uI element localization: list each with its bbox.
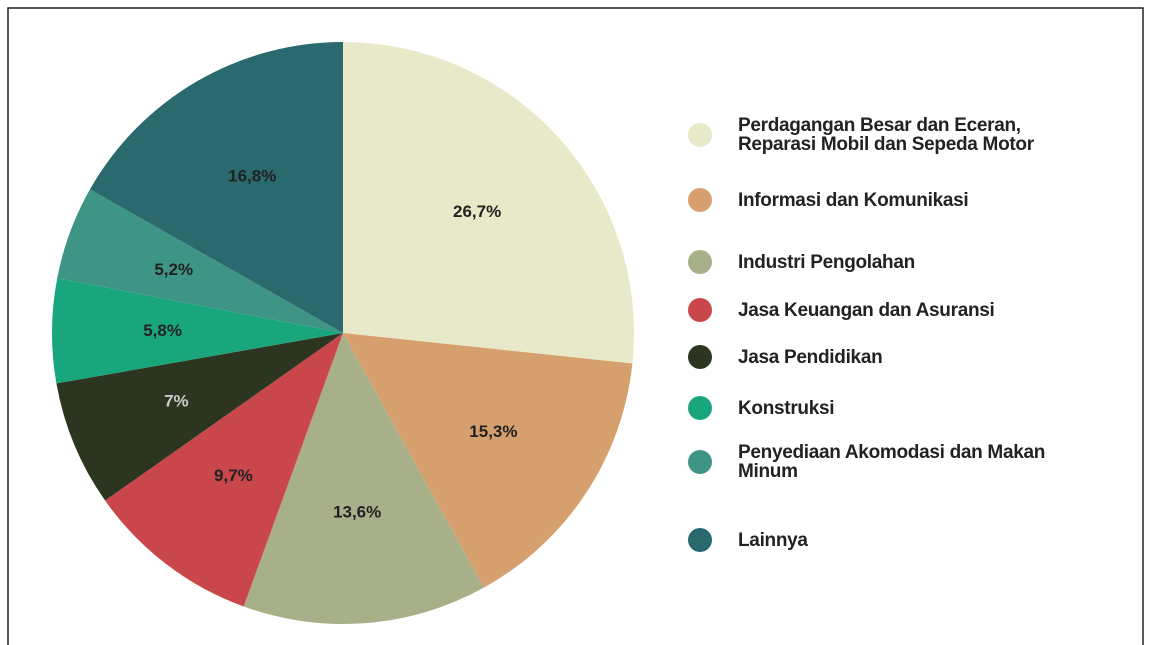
- legend-label: Jasa Pendidikan: [738, 346, 883, 368]
- legend-swatch: [688, 528, 712, 552]
- legend-label: Perdagangan Besar dan Eceran, Reparasi M…: [738, 115, 1034, 155]
- slice-label: 16,8%: [228, 167, 276, 186]
- legend-label: Konstruksi: [738, 397, 835, 419]
- legend-item: Lainnya: [688, 528, 1048, 552]
- pie-slice: [57, 189, 343, 333]
- pie-slice: [105, 333, 344, 607]
- legend-swatch: [688, 123, 712, 147]
- pie-slice: [56, 333, 343, 501]
- pie-slice: [243, 333, 484, 624]
- legend-label: Jasa Keuangan dan Asuransi: [738, 299, 995, 321]
- legend-label: Industri Pengolahan: [738, 251, 915, 273]
- legend-label: Lainnya: [738, 529, 808, 551]
- frame: [7, 7, 1144, 645]
- legend-item: Perdagangan Besar dan Eceran, Reparasi M…: [688, 116, 1048, 154]
- legend-item: Informasi dan Komunikasi: [688, 188, 1048, 212]
- legend-item: Penyediaan Akomodasi dan Makan Minum: [688, 443, 1048, 481]
- slice-label: 26,7%: [453, 202, 501, 221]
- legend-item: Jasa Pendidikan: [688, 345, 1048, 369]
- slice-label: 5,8%: [143, 321, 182, 340]
- slice-label: 13,6%: [333, 502, 381, 521]
- legend-swatch: [688, 450, 712, 474]
- legend-swatch: [688, 298, 712, 322]
- legend-swatch: [688, 345, 712, 369]
- legend-label: Informasi dan Komunikasi: [738, 189, 969, 211]
- legend-item: Jasa Keuangan dan Asuransi: [688, 298, 1048, 322]
- legend-item: Industri Pengolahan: [688, 250, 1048, 274]
- legend-swatch: [688, 396, 712, 420]
- pie-slice: [343, 333, 633, 588]
- legend-swatch: [688, 188, 712, 212]
- slice-label: 9,7%: [214, 466, 253, 485]
- slice-label: 15,3%: [469, 422, 517, 441]
- slice-label: 7%: [164, 392, 189, 411]
- legend-item: Konstruksi: [688, 396, 1048, 420]
- legend-label: Penyediaan Akomodasi dan Makan Minum: [738, 442, 1046, 482]
- pie-slice: [343, 42, 634, 364]
- pie-slice: [89, 42, 343, 333]
- pie-slice: [51, 278, 343, 384]
- slice-label: 5,2%: [154, 260, 193, 279]
- legend-swatch: [688, 250, 712, 274]
